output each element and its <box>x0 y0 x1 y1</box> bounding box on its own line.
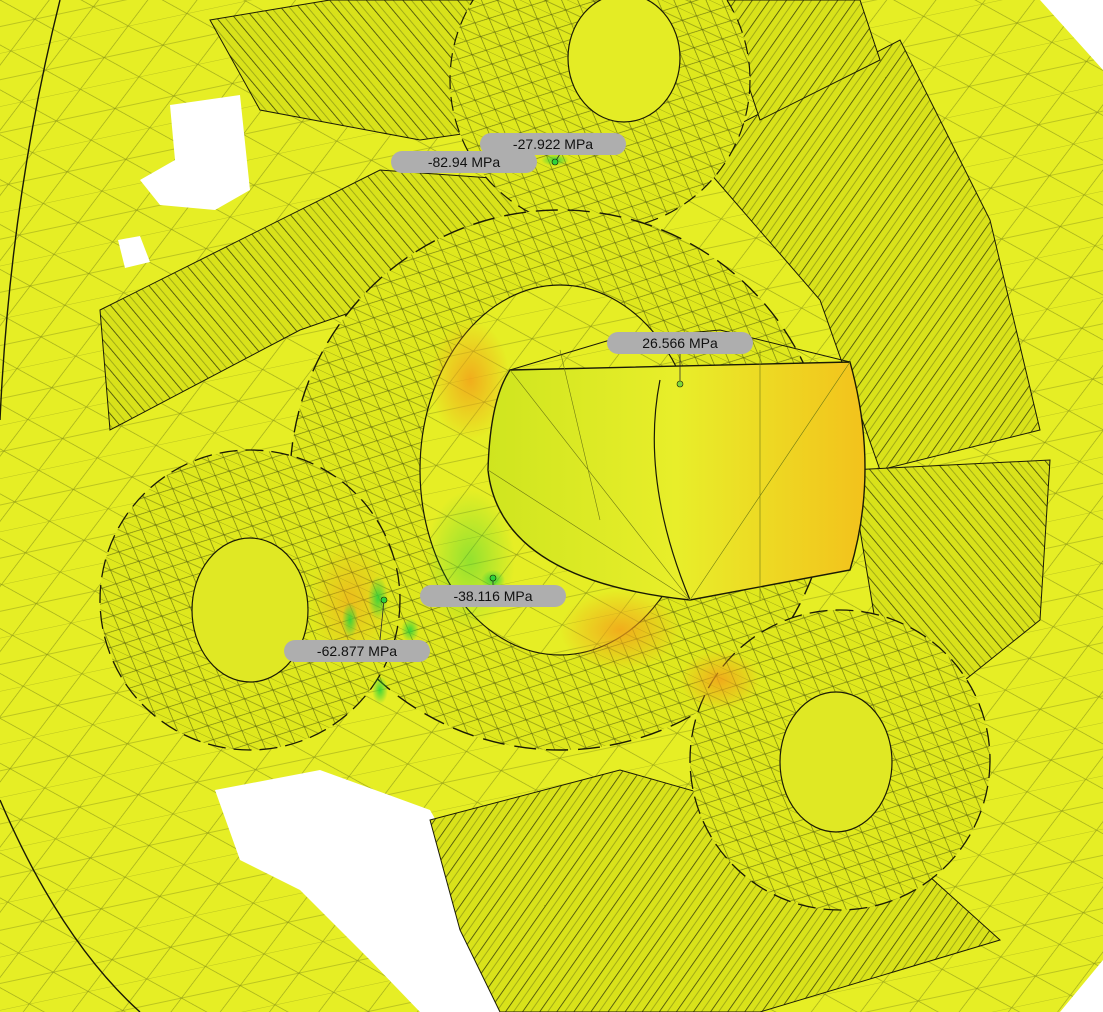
planet-gear-left <box>99 449 401 751</box>
probe-marker-icon <box>380 596 388 604</box>
planet-gear-right <box>680 609 991 911</box>
void-region <box>140 95 250 210</box>
probe-label-2[interactable]: -82.94 MPa <box>391 151 537 173</box>
probe-marker-icon <box>676 380 684 388</box>
probe-label-5[interactable]: -62.877 MPa <box>284 640 430 662</box>
probe-marker-icon <box>551 158 559 166</box>
probe-label-3[interactable]: 26.566 MPa <box>607 332 753 354</box>
helical-teeth-upper-right <box>689 39 1041 471</box>
void-region-lower <box>215 770 520 1012</box>
probe-marker-icon <box>489 574 497 582</box>
probe-label-4[interactable]: -38.116 MPa <box>420 585 566 607</box>
probe-label-1[interactable]: -27.922 MPa <box>480 133 626 155</box>
sun-shaft <box>487 361 866 601</box>
helical-teeth-lower <box>429 769 1001 1012</box>
